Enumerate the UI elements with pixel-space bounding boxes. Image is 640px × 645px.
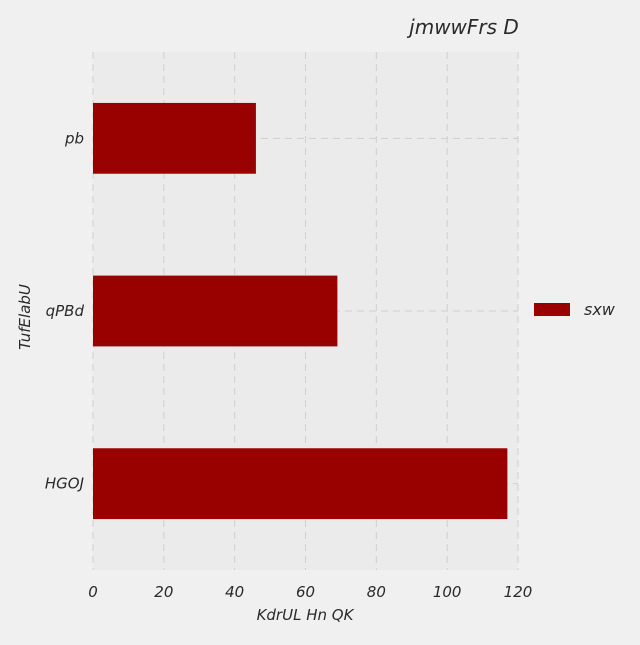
bar-pb: [93, 103, 256, 174]
x-tick-label: 80: [367, 583, 386, 601]
bar-HGOJ: [93, 448, 507, 519]
x-tick-label: 60: [296, 583, 315, 601]
y-tick-label: pb: [64, 129, 84, 147]
legend-swatch-sxw: [534, 303, 570, 316]
chart-title: jmwwFrs D: [406, 15, 519, 39]
bar-qPBd: [93, 276, 337, 347]
x-tick-label: 40: [225, 583, 244, 601]
x-axis-label: KdrUL Hn QK: [257, 606, 355, 624]
y-tick-label: qPBd: [46, 302, 85, 320]
y-tick-label: HGOJ: [45, 475, 84, 493]
legend-label-sxw: sxw: [584, 300, 616, 319]
y-axis-label: TufElabU: [16, 284, 34, 350]
x-tick-label: 100: [433, 583, 462, 601]
x-tick-label: 20: [154, 583, 173, 601]
x-tick-label: 0: [88, 583, 98, 601]
x-tick-label: 120: [504, 583, 533, 601]
